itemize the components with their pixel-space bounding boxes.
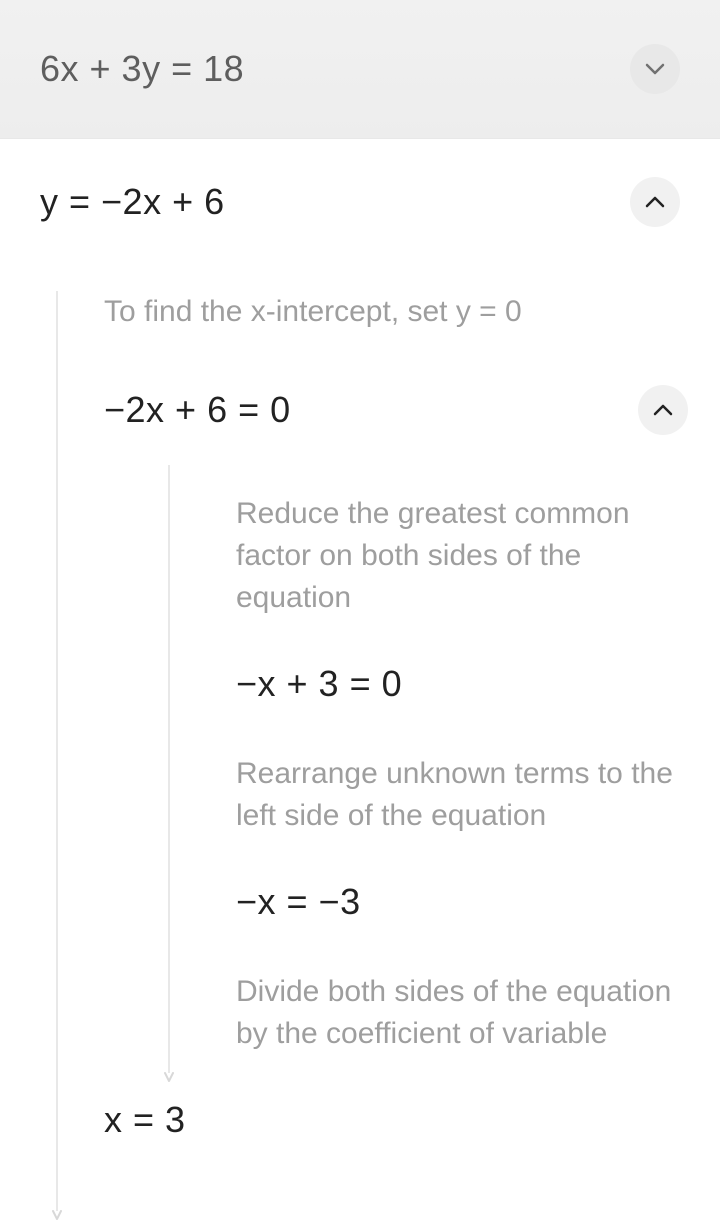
collapse-step-button[interactable] (630, 177, 680, 227)
step-explain: Rearrange unknown terms to the left side… (236, 753, 680, 837)
intercept-explain-text: To find the x-intercept, set y = 0 (104, 295, 522, 328)
level1-detail: To find the x-intercept, set y = 0 −2x +… (56, 291, 720, 1141)
solution-step-row[interactable]: y = −2x + 6 (0, 139, 720, 247)
expand-header-button[interactable] (630, 44, 680, 94)
collapse-substep-button[interactable] (638, 385, 688, 435)
step-explain: Divide both sides of the equation by the… (236, 971, 680, 1055)
final-result: x = 3 (104, 1099, 680, 1141)
step-explain: Reduce the greatest common factor on bot… (236, 493, 680, 619)
substep-row[interactable]: −2x + 6 = 0 (104, 385, 680, 435)
chevron-down-icon (645, 63, 665, 75)
level2-detail: Reduce the greatest common factor on bot… (168, 465, 680, 1055)
step-result: −x + 3 = 0 (236, 663, 680, 705)
intercept-equation: −2x + 6 = 0 (104, 389, 291, 431)
chevron-up-icon (653, 404, 673, 416)
arrow-down-icon (164, 1069, 174, 1083)
step-result: −x = −3 (236, 881, 680, 923)
slope-intercept-equation: y = −2x + 6 (40, 181, 225, 223)
original-equation: 6x + 3y = 18 (40, 48, 244, 90)
chevron-up-icon (645, 196, 665, 208)
arrow-down-icon (52, 1207, 62, 1221)
problem-header[interactable]: 6x + 3y = 18 (0, 0, 720, 139)
